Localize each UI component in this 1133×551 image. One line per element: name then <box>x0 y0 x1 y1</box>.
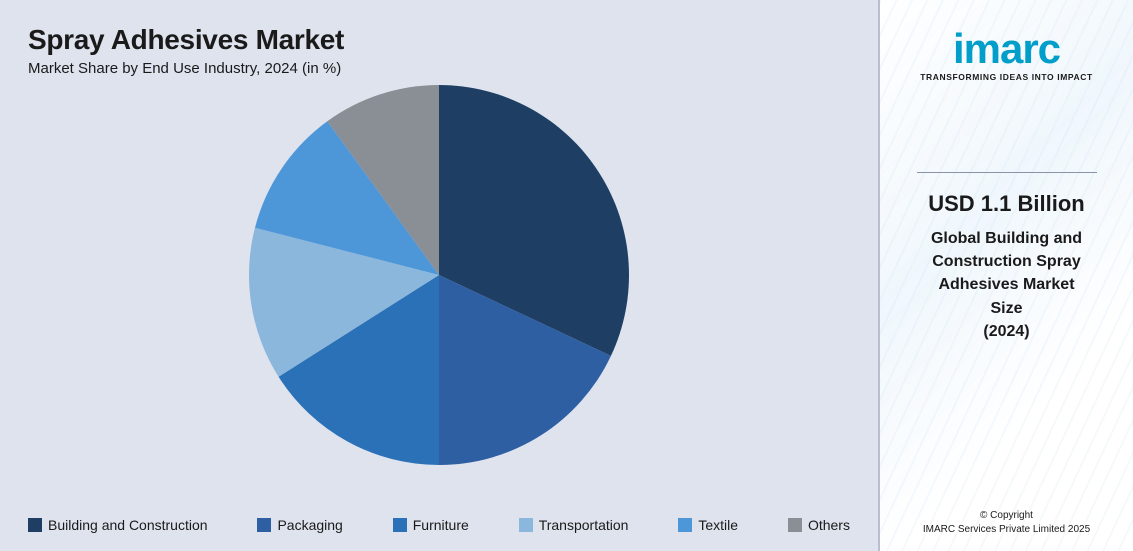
chart-subtitle: Market Share by End Use Industry, 2024 (… <box>28 60 850 77</box>
main-panel: Spray Adhesives Market Market Share by E… <box>0 0 878 551</box>
legend-label: Furniture <box>413 517 469 533</box>
stat-label: Global Building and Construction Spray A… <box>931 227 1082 343</box>
logo: imarc TRANSFORMING IDEAS INTO IMPACT <box>920 28 1093 82</box>
legend-swatch <box>788 518 802 532</box>
legend-item: Others <box>788 517 850 533</box>
legend-item: Building and Construction <box>28 517 208 533</box>
stat-label-line: Global Building and <box>931 230 1082 247</box>
stat-label-line: (2024) <box>983 323 1029 340</box>
legend: Building and Construction Packaging Furnit… <box>28 517 850 533</box>
stat-value: USD 1.1 Billion <box>928 191 1084 217</box>
legend-swatch <box>678 518 692 532</box>
legend-label: Packaging <box>277 517 342 533</box>
legend-label: Transportation <box>539 517 629 533</box>
legend-item: Furniture <box>393 517 469 533</box>
logo-tagline: TRANSFORMING IDEAS INTO IMPACT <box>920 72 1093 82</box>
stat-label-line: Adhesives Market <box>938 276 1074 293</box>
legend-label: Building and Construction <box>48 517 208 533</box>
legend-item: Textile <box>678 517 738 533</box>
legend-item: Packaging <box>257 517 342 533</box>
side-panel: imarc TRANSFORMING IDEAS INTO IMPACT USD… <box>878 0 1133 551</box>
legend-swatch <box>28 518 42 532</box>
pie-chart-container <box>28 85 850 465</box>
copyright-line: IMARC Services Private Limited 2025 <box>923 524 1090 535</box>
legend-label: Textile <box>698 517 738 533</box>
legend-swatch <box>519 518 533 532</box>
stat-label-line: Construction Spray <box>932 253 1080 270</box>
legend-swatch <box>393 518 407 532</box>
copyright-line: © Copyright <box>980 510 1033 521</box>
side-content: imarc TRANSFORMING IDEAS INTO IMPACT USD… <box>880 0 1133 551</box>
legend-label: Others <box>808 517 850 533</box>
logo-text: imarc <box>920 28 1093 70</box>
legend-item: Transportation <box>519 517 629 533</box>
legend-swatch <box>257 518 271 532</box>
side-divider <box>917 172 1097 173</box>
stat-label-line: Size <box>990 300 1022 317</box>
copyright: © Copyright IMARC Services Private Limit… <box>880 509 1133 537</box>
chart-title: Spray Adhesives Market <box>28 24 850 56</box>
pie-chart <box>249 85 629 465</box>
